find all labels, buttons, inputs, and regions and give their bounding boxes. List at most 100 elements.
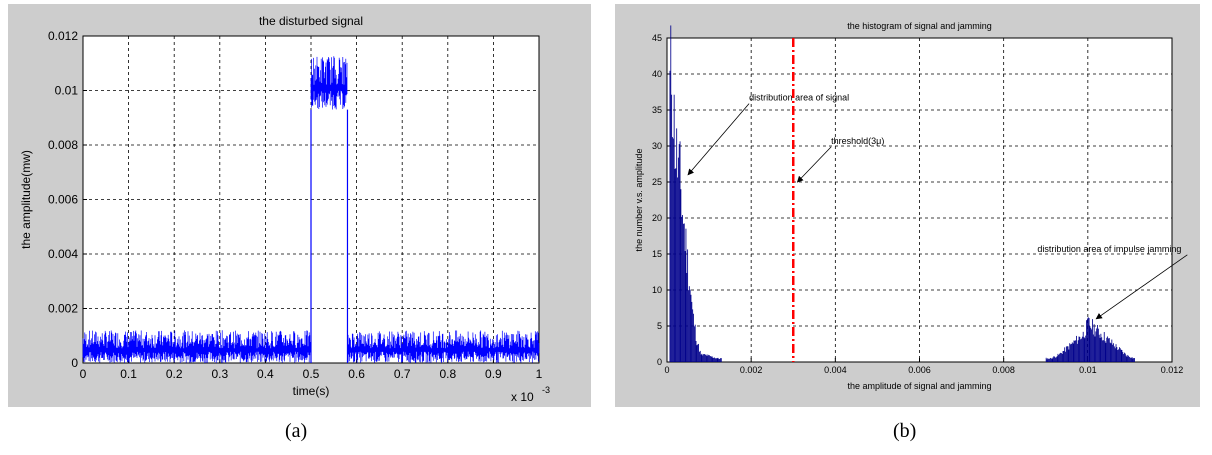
histogram-bar bbox=[679, 141, 681, 362]
histogram-bar bbox=[1056, 356, 1058, 362]
histogram-bar bbox=[1094, 336, 1096, 362]
histogram-bar bbox=[684, 251, 686, 362]
y-tick-label: 15 bbox=[652, 249, 662, 259]
histogram-bar bbox=[1124, 353, 1126, 362]
histogram-bar bbox=[1108, 338, 1109, 362]
histogram-bar bbox=[706, 356, 708, 362]
histogram-bar bbox=[671, 94, 673, 363]
histogram-bar bbox=[1098, 334, 1100, 362]
histogram-bar bbox=[690, 294, 692, 362]
histogram-bar bbox=[1096, 328, 1098, 362]
x-tick-label: 0.4 bbox=[257, 367, 274, 381]
histogram-bar bbox=[1051, 358, 1053, 362]
chart-a-title: the disturbed signal bbox=[259, 14, 363, 28]
histogram-bar bbox=[683, 223, 685, 362]
histogram-bar bbox=[697, 344, 699, 362]
histogram-bar bbox=[1101, 337, 1103, 362]
annotation-arrow-1 bbox=[796, 146, 832, 183]
histogram-bar bbox=[1131, 357, 1133, 362]
histogram-bar bbox=[1058, 355, 1060, 362]
chart-b-svg: 0 0.002 0.004 0.006 0.008 0.01 0.012 0 5 10 15 20 25… bbox=[634, 21, 1188, 391]
histogram-bar bbox=[1093, 324, 1095, 362]
histogram-bar bbox=[717, 357, 719, 362]
histogram-bar bbox=[1050, 358, 1052, 362]
histogram-bar bbox=[695, 341, 697, 362]
histogram-bar bbox=[1117, 350, 1119, 362]
histogram-bar bbox=[1062, 351, 1064, 362]
histogram-bar bbox=[716, 358, 718, 362]
histogram-bar bbox=[688, 286, 690, 362]
histogram-bar bbox=[1072, 343, 1074, 362]
histogram-bar bbox=[672, 137, 673, 362]
histogram-bar bbox=[1045, 357, 1047, 362]
y-tick-label: 0 bbox=[71, 356, 78, 370]
histogram-bar bbox=[1103, 332, 1105, 362]
histogram-bar bbox=[704, 354, 705, 362]
histogram-bar bbox=[1047, 358, 1049, 362]
histogram-bar bbox=[715, 358, 717, 362]
histogram-bar bbox=[1112, 344, 1114, 362]
y-tick-label: 0 bbox=[657, 357, 662, 367]
histogram-bar bbox=[689, 289, 691, 362]
y-tick-label: 0.008 bbox=[48, 138, 78, 152]
y-tick-label: 45 bbox=[652, 33, 662, 43]
x-scale-label: x 10 bbox=[511, 390, 534, 404]
histogram-bar bbox=[1107, 336, 1109, 362]
histogram-bar bbox=[1106, 337, 1108, 362]
histogram-bar bbox=[1100, 333, 1102, 362]
histogram-bar bbox=[678, 144, 680, 362]
histogram-bar bbox=[701, 353, 703, 362]
histogram-bar bbox=[713, 357, 715, 362]
histogram-bar bbox=[1104, 341, 1106, 362]
panel-b: 0 0.002 0.004 0.006 0.008 0.01 0.012 0 5 10 15 20 25… bbox=[615, 4, 1200, 407]
histogram-bar bbox=[1063, 350, 1065, 362]
histogram-bar bbox=[677, 157, 679, 362]
histogram-bar bbox=[700, 354, 702, 362]
histogram-bar bbox=[1048, 359, 1050, 362]
histogram-bar bbox=[682, 215, 683, 362]
histogram-bar bbox=[1116, 347, 1118, 362]
histogram-bar bbox=[680, 189, 682, 362]
histogram-bar bbox=[720, 358, 722, 362]
histogram-bar bbox=[1066, 346, 1068, 362]
histogram-bar bbox=[694, 324, 696, 362]
chart-a-ylabel: the amplitude(mw) bbox=[19, 150, 33, 249]
histogram-bar bbox=[1079, 336, 1081, 362]
annotation-0: distribution area of signal bbox=[749, 93, 849, 103]
histogram-bar bbox=[1089, 326, 1091, 362]
histogram-bar bbox=[719, 359, 721, 362]
histogram-bar bbox=[1092, 319, 1093, 362]
histogram-bar bbox=[1054, 356, 1056, 362]
histogram-bar bbox=[674, 169, 676, 362]
x-scale-exponent: -3 bbox=[542, 385, 550, 395]
histogram-bar bbox=[714, 358, 716, 362]
histogram-bar bbox=[1099, 337, 1101, 362]
plot-border bbox=[666, 37, 1173, 363]
histogram-bar bbox=[1113, 343, 1114, 362]
histogram-bar bbox=[1049, 358, 1050, 362]
histogram-bar bbox=[1073, 340, 1075, 362]
y-tick-label: 0.012 bbox=[48, 29, 78, 43]
signal-segment-0 bbox=[82, 330, 311, 363]
histogram-bar bbox=[1046, 359, 1048, 362]
chart-b-xlabel: the amplitude of signal and jamming bbox=[847, 381, 991, 391]
annotation-1: threshold(3μ) bbox=[831, 136, 884, 146]
x-tick-label: 0.9 bbox=[485, 367, 502, 381]
histogram-bar bbox=[672, 138, 674, 362]
histogram-bar bbox=[1118, 349, 1119, 362]
histogram-bar bbox=[1052, 357, 1054, 362]
histogram-bar bbox=[1109, 342, 1111, 362]
histogram-bar bbox=[1075, 340, 1077, 362]
histogram-bar bbox=[687, 249, 689, 362]
histogram-bar bbox=[1078, 336, 1080, 362]
histogram-bar bbox=[1071, 342, 1073, 362]
histogram-bar bbox=[682, 223, 684, 362]
histogram-bar bbox=[1083, 337, 1085, 362]
histogram-bar bbox=[1129, 357, 1131, 362]
histogram-bar bbox=[1114, 348, 1116, 362]
histogram-bar bbox=[1086, 318, 1088, 362]
histogram-bar bbox=[1074, 340, 1076, 362]
x-tick-label: 0.004 bbox=[824, 365, 847, 375]
histogram-bar bbox=[1130, 358, 1132, 362]
y-tick-label: 0.01 bbox=[55, 84, 79, 98]
